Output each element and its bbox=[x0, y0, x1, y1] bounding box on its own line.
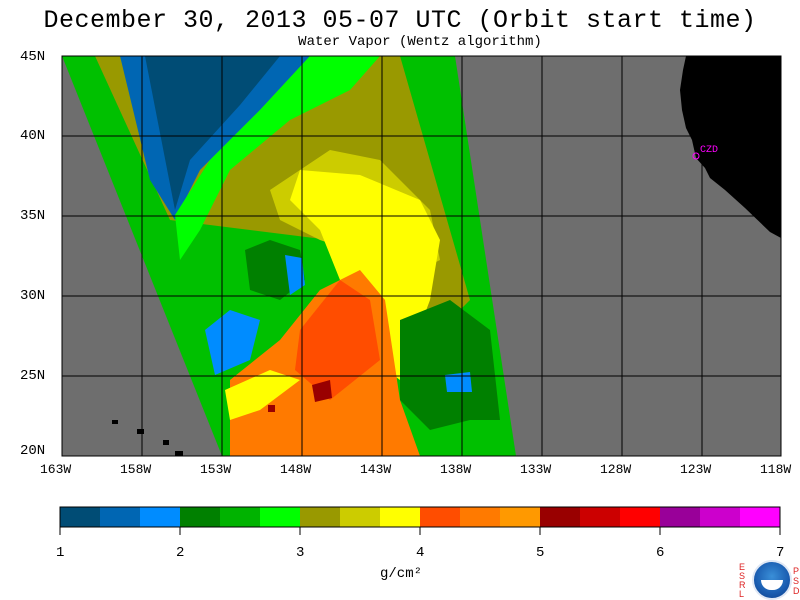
lat-label-20n: 20N bbox=[20, 443, 46, 459]
colorbar-swatch bbox=[460, 507, 501, 527]
colorbar-swatch bbox=[60, 507, 101, 527]
colorbar-swatch bbox=[580, 507, 621, 527]
colorbar-ticks bbox=[59, 527, 781, 535]
colorbar-units: g/cm² bbox=[380, 566, 423, 582]
esrl-letter-s: S bbox=[739, 571, 746, 581]
psd-letter-p: P bbox=[793, 566, 800, 576]
colorbar-swatch bbox=[260, 507, 301, 527]
colorbar-swatch bbox=[540, 507, 581, 527]
colorbar-swatch bbox=[100, 507, 141, 527]
colorbar-label-3: 3 bbox=[296, 545, 305, 561]
page-subtitle: Water Vapor (Wentz algorithm) bbox=[298, 34, 542, 50]
lat-label-30n: 30N bbox=[20, 288, 46, 304]
psd-letter-d: D bbox=[793, 586, 800, 596]
colorbar-label-6: 6 bbox=[656, 545, 665, 561]
colorbar-swatch bbox=[420, 507, 461, 527]
lon-label-133w: 133W bbox=[520, 462, 552, 477]
psd-letter-s: S bbox=[793, 576, 800, 586]
lon-label-153w: 153W bbox=[200, 462, 232, 477]
noaa-logo-icon bbox=[752, 560, 792, 600]
lon-label-148w: 148W bbox=[280, 462, 312, 477]
page-title: December 30, 2013 05-07 UTC (Orbit start… bbox=[43, 6, 757, 35]
lon-label-128w: 128W bbox=[600, 462, 632, 477]
colorbar-label-7: 7 bbox=[776, 545, 785, 561]
colorbar-swatch bbox=[300, 507, 341, 527]
west-coast-land bbox=[680, 56, 781, 238]
colorbar-label-1: 1 bbox=[56, 545, 65, 561]
lat-label-35n: 35N bbox=[20, 208, 46, 224]
lat-label-25n: 25N bbox=[20, 368, 46, 384]
colorbar-swatch bbox=[740, 507, 781, 527]
swath-blue-loop bbox=[205, 310, 260, 375]
lon-label-158w: 158W bbox=[120, 462, 152, 477]
esrl-letter-e: E bbox=[739, 562, 746, 572]
hawaiian-islands bbox=[112, 420, 183, 456]
swath-red-orange bbox=[295, 280, 380, 400]
esrl-letter-l: L bbox=[739, 589, 745, 599]
city-label: CZD bbox=[700, 145, 719, 156]
colorbar-swatch bbox=[340, 507, 381, 527]
swath-dark-red-spot-2 bbox=[268, 405, 275, 412]
colorbar-swatch bbox=[660, 507, 701, 527]
colorbar-label-5: 5 bbox=[536, 545, 545, 561]
lat-label-45n: 45N bbox=[20, 49, 46, 65]
colorbar-swatch bbox=[380, 507, 421, 527]
swath-yellow-south bbox=[225, 370, 300, 420]
colorbar-swatch bbox=[180, 507, 221, 527]
gridlines bbox=[62, 56, 781, 456]
esrl-letter-r: R bbox=[739, 580, 746, 590]
swath-dark-red-spot bbox=[312, 380, 332, 402]
colorbar-label-4: 4 bbox=[416, 545, 425, 561]
colorbar-swatch bbox=[700, 507, 741, 527]
lon-label-138w: 138W bbox=[440, 462, 472, 477]
lat-label-40n: 40N bbox=[20, 128, 46, 144]
colorbar-swatch bbox=[220, 507, 261, 527]
swath-eddy-blue bbox=[285, 255, 305, 295]
swath-blue-spot bbox=[445, 372, 472, 392]
satellite-swath bbox=[62, 56, 516, 456]
swath-southeast-green bbox=[400, 300, 500, 430]
lon-label-123w: 123W bbox=[680, 462, 712, 477]
lon-label-143w: 143W bbox=[360, 462, 392, 477]
map-frame bbox=[61, 55, 782, 457]
colorbar-swatch bbox=[620, 507, 661, 527]
colorbar-swatch bbox=[500, 507, 541, 527]
lon-label-163w: 163W bbox=[40, 462, 72, 477]
lon-label-118w: 118W bbox=[760, 462, 792, 477]
colorbar-swatch bbox=[140, 507, 181, 527]
city-marker bbox=[692, 152, 700, 160]
swath-green-band bbox=[175, 56, 380, 260]
colorbar bbox=[60, 507, 781, 527]
swath-blue-band bbox=[145, 56, 280, 210]
colorbar-label-2: 2 bbox=[176, 545, 185, 561]
